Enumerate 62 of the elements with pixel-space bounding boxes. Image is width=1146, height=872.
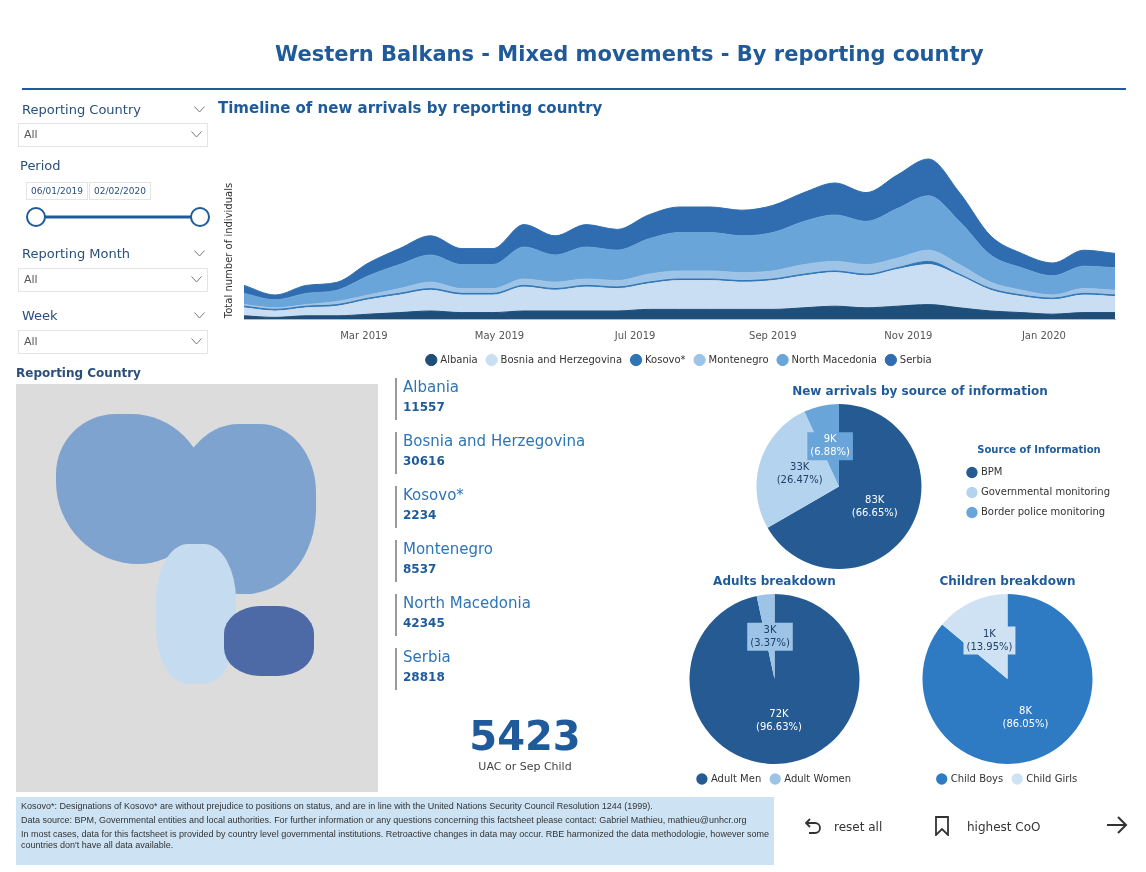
x-tick-label: May 2019 (474, 329, 525, 341)
chart-title: Adults breakdown (712, 574, 837, 590)
data-label: 5423 (468, 712, 582, 760)
text: Week (22, 308, 58, 323)
chart-title: New arrivals by source of information (791, 384, 1049, 400)
legend-label: Montenegro (708, 353, 769, 365)
category-label: Serbia (403, 648, 452, 666)
text: Reporting Country (16, 366, 141, 380)
source-note: Data source: BPM, Governmental entities and local authorities. For further information or any questions concerning this factsheet please contact: Gabriel Mathieu, mathieu@unhcr.org (21, 815, 748, 826)
x-tick-label: Sep 2019 (749, 329, 797, 341)
data-label: 8537 (403, 562, 438, 576)
category-label: Bosnia and Herzegovina (403, 432, 587, 450)
legend-label: Governmental monitoring (980, 486, 1111, 498)
data-label: 83K (66.65%) (851, 494, 898, 519)
text: In most cases, data for this factsheet is provided by country level governmental institutions. Retroactive changes in data may occur. RBE harmonized the data methodologie, however some countries don't have all data available. (21, 829, 769, 851)
text: reset all (834, 820, 883, 834)
text: All (24, 273, 38, 286)
category-label: Albania (403, 378, 460, 396)
text: Kosovo*: Designations of Kosovo* are without prejudice to positions on status, and are in line with the United Nations Security Council Resolution 1244 (1999). (21, 801, 654, 812)
x-tick-label: Jan 2020 (1020, 329, 1066, 341)
category-label: Montenegro (403, 540, 494, 558)
y-axis-title: Total number of individuals (222, 181, 234, 321)
data-label: 3K (3.37%) (750, 623, 790, 648)
data-label: 30616 (403, 454, 446, 468)
data-label: 28818 (403, 670, 446, 684)
category-label: Kosovo* (403, 486, 465, 504)
text: Reporting Month (22, 246, 131, 261)
chart-title: Timeline of new arrivals by reporting country (218, 99, 603, 117)
legend-label: Adult Men (710, 772, 762, 784)
text: Western Balkans - Mixed movements - By reporting country (275, 42, 984, 66)
category-label: UAC or Sep Child (477, 760, 573, 773)
data-label: 8K (86.05%) (1002, 704, 1049, 729)
data-label: 1K (13.95%) (966, 627, 1013, 652)
text: 02/02/2020 (89, 182, 151, 200)
legend-label: Kosovo* (645, 353, 686, 365)
legend-label: Bosnia and Herzegovina (500, 353, 623, 365)
data-label: 2234 (403, 508, 438, 522)
x-tick-label: Jul 2019 (613, 329, 656, 341)
text: All (24, 128, 38, 141)
data-label: 72K (96.63%) (756, 708, 803, 733)
legend-label: BPM (980, 466, 1003, 478)
chart-title: Children breakdown (938, 574, 1077, 590)
data-label: 9K (6.88%) (810, 433, 851, 458)
legend-label: Child Girls (1026, 772, 1078, 784)
legend-label: Border police monitoring (980, 506, 1106, 518)
legend-label: Albania (440, 353, 478, 365)
text: Reporting Country (22, 102, 141, 117)
legend-title: Source of Information (977, 444, 1101, 456)
x-tick-label: Nov 2019 (884, 329, 933, 341)
text: 06/01/2019 (26, 182, 88, 200)
legend-label: Child Boys (950, 772, 1004, 784)
data-label: 42345 (403, 616, 446, 630)
x-tick-label: Mar 2019 (340, 329, 388, 341)
data-label: 11557 (403, 400, 446, 414)
text: highest CoO (967, 820, 1041, 834)
data-label: 33K (26.47%) (776, 461, 823, 486)
category-label: North Macedonia (403, 594, 532, 612)
legend-label: Serbia (899, 353, 932, 365)
text: Period (20, 158, 61, 173)
text: All (24, 335, 38, 348)
legend-label: Adult Women (784, 772, 852, 784)
legend-label: North Macedonia (791, 353, 877, 365)
